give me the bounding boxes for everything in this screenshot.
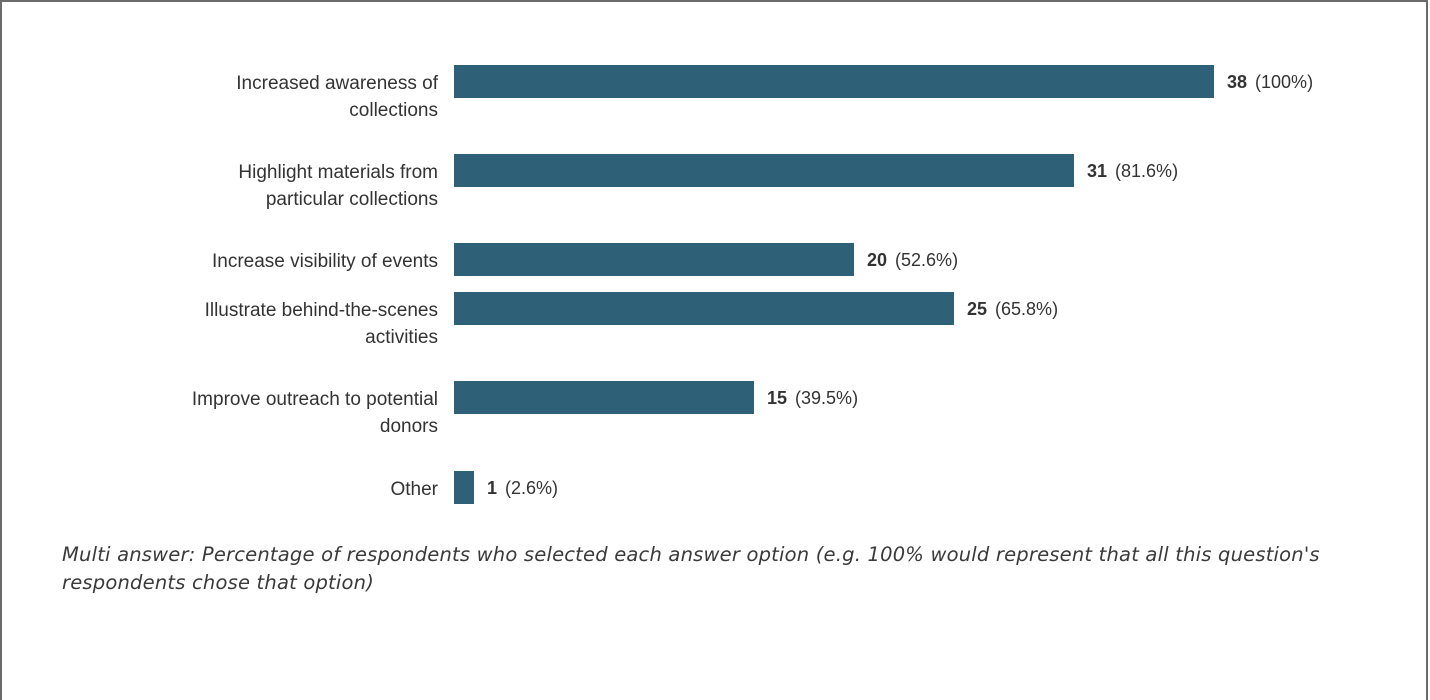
category-label-5: Other (390, 479, 438, 500)
category-label-0: Increased awareness of collections (236, 73, 438, 121)
value-label-3: 25 (65.8%) (967, 299, 1058, 319)
bar-2 (454, 243, 854, 276)
value-label-5: 1 (2.6%) (487, 478, 558, 498)
bar-chart: Increased awareness of collections 38 (100%… (192, 65, 1313, 504)
category-label-4: Improve outreach to potential donors (192, 389, 438, 437)
bar-4 (454, 381, 754, 414)
bar-1 (454, 154, 1074, 187)
value-label-4: 15 (39.5%) (767, 388, 858, 408)
bar-5 (454, 471, 474, 504)
category-label-1: Highlight materials from particular colle… (238, 162, 438, 210)
category-label-3: Illustrate behind-the-scenes activities (205, 300, 438, 348)
value-label-1: 31 (81.6%) (1087, 161, 1178, 181)
value-label-0: 38 (100%) (1227, 72, 1313, 92)
value-label-2: 20 (52.6%) (867, 250, 958, 270)
category-label-2: Increase visibility of events (212, 251, 438, 272)
chart-footnote: Multi answer: Percentage of respondents … (62, 543, 1320, 594)
bar-0 (454, 65, 1214, 98)
bar-3 (454, 292, 954, 325)
